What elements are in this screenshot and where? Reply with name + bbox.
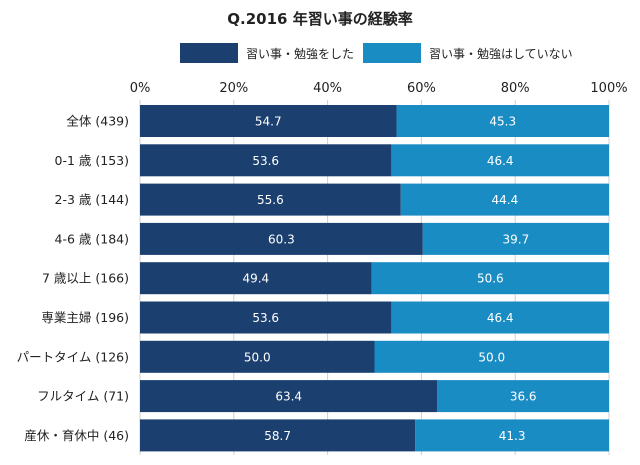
x-tick-label: 40%: [313, 81, 342, 96]
bar-did: [140, 222, 423, 255]
category-label: 2-3 歳 (144): [55, 192, 129, 207]
bar-value-did-not: 46.4: [487, 154, 514, 168]
bar-value-did: 63.4: [275, 390, 302, 404]
category-label: 産休・育休中 (46): [24, 428, 129, 443]
bar-did: [140, 262, 372, 295]
bar-did-not: [396, 105, 609, 137]
category-label: フルタイム (71): [37, 389, 129, 404]
category-label: 0-1 歳 (153): [55, 153, 129, 168]
legend-label-did: 習い事・勉強をした: [246, 47, 354, 61]
bars: 54.7 45.3 53.6 46.4 55.6 44.4 60.3 39.7 49.4 50.6…: [140, 105, 609, 452]
bar-did-not: [400, 183, 609, 216]
legend-swatch-did: [180, 43, 238, 63]
category-label: 7 歳以上 (166): [42, 271, 129, 286]
bar-value-did-not: 41.3: [499, 429, 526, 443]
category-labels: 全体 (439) 0-1 歳 (153) 2-3 歳 (144) 4-6 歳 (184…: [17, 114, 129, 443]
chart-title: Q.2016 年習い事の経験率: [227, 10, 412, 28]
bar-did-not: [374, 340, 609, 373]
legend-label-did-not: 習い事・勉強はしていない: [429, 47, 573, 61]
bar-value-did: 60.3: [268, 232, 295, 246]
category-label: 専業主婦 (196): [41, 310, 129, 325]
bar-value-did-not: 39.7: [503, 232, 530, 246]
category-label: パートタイム (126): [17, 349, 129, 364]
bar-did: [140, 183, 401, 216]
x-tick-label: 20%: [219, 81, 248, 96]
bar-value-did-not: 45.3: [489, 115, 516, 129]
bar-value-did: 53.6: [252, 311, 279, 325]
bar-did: [140, 380, 438, 413]
category-label: 全体 (439): [66, 114, 129, 129]
bar-did-not: [391, 144, 609, 177]
bar-did-not: [422, 222, 609, 255]
bar-value-did: 50.0: [244, 350, 271, 364]
x-tick-label: 100%: [590, 81, 627, 96]
x-tick-label: 80%: [501, 81, 530, 96]
legend: 習い事・勉強をした 習い事・勉強はしていない: [180, 43, 573, 63]
x-axis-ticks: 0% 20% 40% 60% 80% 100%: [130, 81, 628, 96]
bar-did-not: [371, 262, 609, 295]
bar-value-did: 54.7: [255, 115, 282, 129]
bar-did-not: [415, 419, 609, 452]
legend-swatch-did-not: [363, 43, 421, 63]
bar-value-did-not: 50.0: [478, 350, 505, 364]
bar-did: [140, 340, 375, 373]
bar-value-did: 55.6: [257, 193, 284, 207]
category-label: 4-6 歳 (184): [55, 231, 129, 246]
x-tick-label: 60%: [407, 81, 436, 96]
bar-value-did-not: 44.4: [492, 193, 519, 207]
bar-value-did-not: 46.4: [487, 311, 514, 325]
bar-value-did-not: 50.6: [477, 272, 504, 286]
bar-did: [140, 144, 392, 177]
bar-value-did: 58.7: [264, 429, 291, 443]
bar-did-not: [391, 301, 609, 334]
bar-value-did: 49.4: [242, 272, 269, 286]
bar-did: [140, 105, 397, 137]
bar-did-not: [437, 380, 609, 413]
x-tick-label: 0%: [130, 81, 151, 96]
bar-value-did-not: 36.6: [510, 390, 537, 404]
bar-value-did: 53.6: [252, 154, 279, 168]
bar-did: [140, 419, 416, 452]
bar-did: [140, 301, 392, 334]
